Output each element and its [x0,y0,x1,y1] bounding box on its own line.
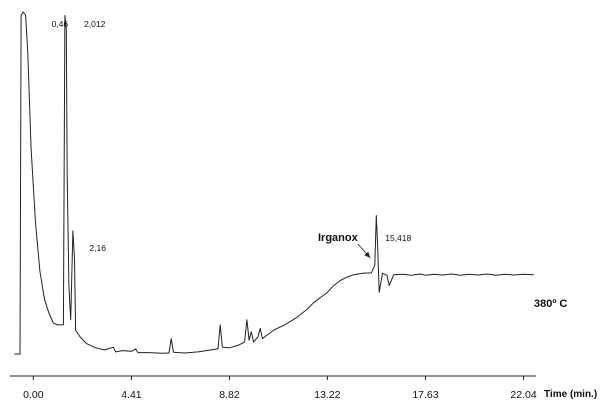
temperature-annotation: 380º C [534,298,567,310]
x-tick-label: 13.22 [314,389,340,401]
x-axis-ticks [32,376,525,380]
peak-label: 2,012 [84,19,106,29]
x-tick-label: 8.82 [219,389,240,401]
x-axis-tick-labels: 0.00 4.41 8.82 13.22 17.63 22.04 [23,389,537,401]
chromatogram-trace [14,11,534,355]
peak-labels: 0,46 2,012 2,16 15,418 [52,19,412,253]
peak-label: 2,16 [89,243,106,253]
x-tick-label: 17.63 [412,389,438,401]
x-axis-title: Time (min.) [544,389,597,400]
x-tick-label: 0.00 [23,389,44,401]
x-tick-label: 22.04 [510,389,536,401]
x-tick-label: 4.41 [121,389,142,401]
irganox-arrowhead [364,251,371,258]
peak-label: 0,46 [52,19,69,29]
irganox-annotation: Irganox [318,232,359,244]
peak-label: 15,418 [385,233,411,243]
